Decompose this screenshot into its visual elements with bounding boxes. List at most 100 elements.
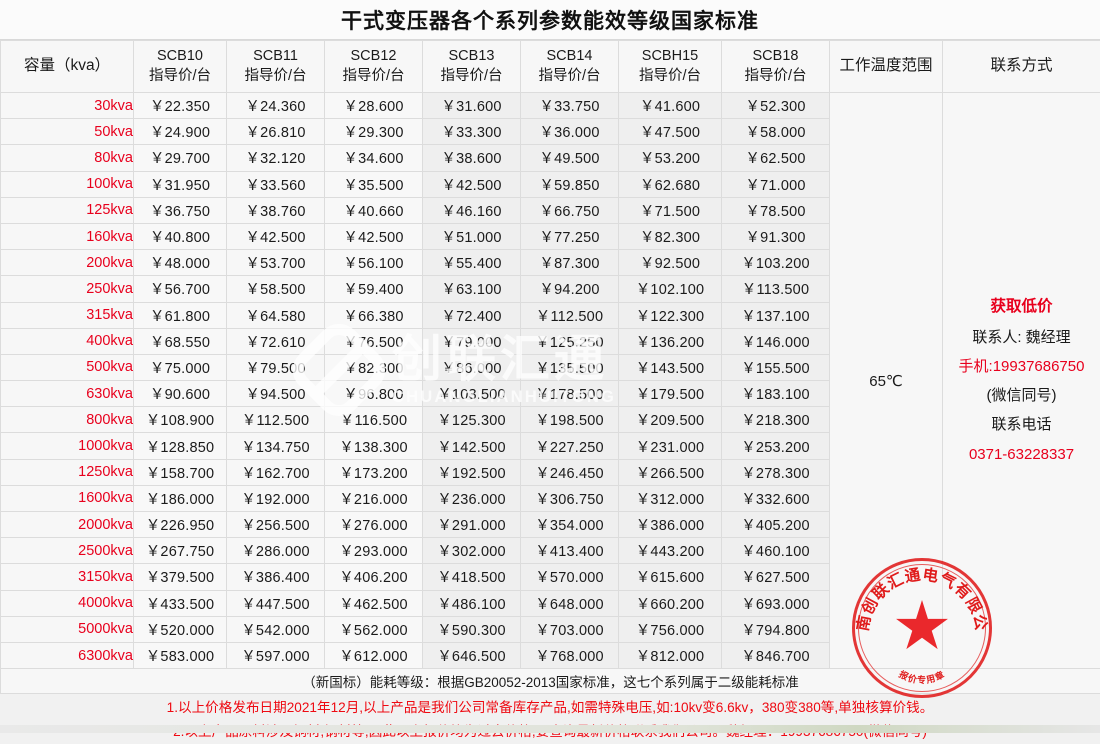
price-cell-scb10: ￥40.800	[134, 223, 227, 249]
column-header-sublabel: 指导价/台	[619, 67, 721, 86]
price-cell-scbh15: ￥62.680	[619, 171, 722, 197]
price-cell-scb14: ￥36.000	[521, 119, 619, 145]
price-cell-scb11: ￥94.500	[227, 381, 325, 407]
column-header-label: SCB13	[423, 47, 520, 66]
table-row: 30kva￥22.350￥24.360￥28.600￥31.600￥33.750…	[1, 93, 1100, 119]
capacity-cell: 315kva	[1, 302, 134, 328]
price-cell-scb18: ￥137.100	[722, 302, 830, 328]
price-cell-scb10: ￥56.700	[134, 276, 227, 302]
capacity-cell: 160kva	[1, 223, 134, 249]
price-cell-scb14: ￥59.850	[521, 171, 619, 197]
price-cell-scb13: ￥103.500	[423, 381, 521, 407]
table-body: 30kva￥22.350￥24.360￥28.600￥31.600￥33.750…	[1, 93, 1100, 669]
price-cell-scb11: ￥42.500	[227, 223, 325, 249]
price-cell-scb14: ￥87.300	[521, 250, 619, 276]
price-cell-scb14: ￥246.450	[521, 459, 619, 485]
price-cell-scbh15: ￥756.000	[619, 616, 722, 642]
capacity-cell: 200kva	[1, 250, 134, 276]
price-cell-scb11: ￥24.360	[227, 93, 325, 119]
price-cell-scb18: ￥52.300	[722, 93, 830, 119]
price-cell-scb14: ￥570.000	[521, 564, 619, 590]
price-cell-scb10: ￥108.900	[134, 407, 227, 433]
price-cell-scb10: ￥186.000	[134, 485, 227, 511]
price-cell-scbh15: ￥386.000	[619, 512, 722, 538]
price-cell-scb11: ￥447.500	[227, 590, 325, 616]
price-cell-scb14: ￥49.500	[521, 145, 619, 171]
warning-block: 1.以上价格发布日期2021年12月,以上产品是我们公司常备库存产品,如需特殊电…	[0, 694, 1100, 744]
capacity-cell: 1250kva	[1, 459, 134, 485]
price-cell-scb12: ￥82.300	[325, 354, 423, 380]
capacity-cell: 630kva	[1, 381, 134, 407]
price-cell-scbh15: ￥47.500	[619, 119, 722, 145]
price-cell-scb13: ￥142.500	[423, 433, 521, 459]
column-header-label: SCB10	[134, 47, 226, 66]
price-cell-scb13: ￥125.300	[423, 407, 521, 433]
contact-wechat-note: (微信同号)	[943, 381, 1100, 410]
price-cell-scb10: ￥90.600	[134, 381, 227, 407]
contact-phone-label: 联系电话	[943, 410, 1100, 439]
price-cell-scb11: ￥53.700	[227, 250, 325, 276]
price-cell-scb13: ￥63.100	[423, 276, 521, 302]
price-cell-scb12: ￥35.500	[325, 171, 423, 197]
price-cell-scb14: ￥703.000	[521, 616, 619, 642]
column-header-label: SCBH15	[619, 47, 721, 66]
column-header-capacity: 容量（kva）	[1, 41, 134, 93]
capacity-cell: 50kva	[1, 119, 134, 145]
price-cell-scb11: ￥162.700	[227, 459, 325, 485]
price-cell-scb11: ￥26.810	[227, 119, 325, 145]
contact-phone[interactable]: 0371-63228337	[943, 440, 1100, 469]
column-header-label: SCB18	[722, 47, 829, 66]
price-cell-scb10: ￥433.500	[134, 590, 227, 616]
column-header-label: 容量（kva）	[1, 56, 133, 76]
capacity-cell: 4000kva	[1, 590, 134, 616]
price-cell-scb18: ￥58.000	[722, 119, 830, 145]
capacity-cell: 2500kva	[1, 538, 134, 564]
price-cell-scb13: ￥79.000	[423, 328, 521, 354]
capacity-cell: 1000kva	[1, 433, 134, 459]
column-header-sublabel: 指导价/台	[227, 67, 324, 86]
price-cell-scbh15: ￥53.200	[619, 145, 722, 171]
price-cell-scb13: ￥33.300	[423, 119, 521, 145]
column-header-sublabel: 指导价/台	[423, 67, 520, 86]
price-cell-scb10: ￥379.500	[134, 564, 227, 590]
capacity-cell: 2000kva	[1, 512, 134, 538]
price-cell-scb18: ￥460.100	[722, 538, 830, 564]
price-cell-scb18: ￥218.300	[722, 407, 830, 433]
temperature-cell: 65℃	[830, 93, 943, 669]
price-cell-scb13: ￥291.000	[423, 512, 521, 538]
price-cell-scb18: ￥146.000	[722, 328, 830, 354]
capacity-cell: 3150kva	[1, 564, 134, 590]
price-cell-scbh15: ￥82.300	[619, 223, 722, 249]
price-cell-scb11: ￥597.000	[227, 642, 325, 668]
price-cell-scb12: ￥76.500	[325, 328, 423, 354]
price-cell-scbh15: ￥179.500	[619, 381, 722, 407]
capacity-cell: 100kva	[1, 171, 134, 197]
price-cell-scb10: ￥267.750	[134, 538, 227, 564]
column-header-label: 联系方式	[943, 56, 1100, 76]
price-cell-scb12: ￥138.300	[325, 433, 423, 459]
price-cell-scb10: ￥226.950	[134, 512, 227, 538]
price-cell-scb11: ￥64.580	[227, 302, 325, 328]
price-cell-scb11: ￥32.120	[227, 145, 325, 171]
price-cell-scb10: ￥36.750	[134, 197, 227, 223]
contact-mobile[interactable]: 手机:19937686750	[943, 352, 1100, 381]
price-cell-scb14: ￥112.500	[521, 302, 619, 328]
price-cell-scbh15: ￥122.300	[619, 302, 722, 328]
price-cell-scb11: ￥72.610	[227, 328, 325, 354]
price-cell-scbh15: ￥266.500	[619, 459, 722, 485]
price-cell-scb11: ￥386.400	[227, 564, 325, 590]
price-cell-scb14: ￥768.000	[521, 642, 619, 668]
price-cell-scb11: ￥134.750	[227, 433, 325, 459]
contact-person: 联系人: 魏经理	[943, 323, 1100, 352]
price-cell-scbh15: ￥812.000	[619, 642, 722, 668]
price-cell-scb11: ￥79.500	[227, 354, 325, 380]
capacity-cell: 500kva	[1, 354, 134, 380]
